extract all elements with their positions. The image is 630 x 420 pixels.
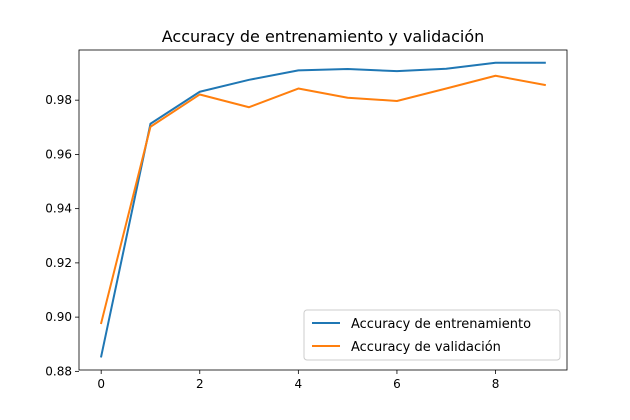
chart-title: Accuracy de entrenamiento y validación [162, 27, 485, 46]
x-tick-label: 4 [295, 377, 303, 391]
legend-box [303, 309, 561, 361]
x-tick-label: 6 [393, 377, 401, 391]
series-line-validacion [99, 74, 546, 325]
y-axis: 0.88 0.90 0.92 0.94 0.96 0.98 [45, 93, 79, 378]
legend-label-validacion: Accuracy de validación [351, 340, 501, 355]
series-line-entrenamiento [99, 61, 546, 358]
x-tick-label: 2 [196, 377, 204, 391]
y-tick-label: 0.94 [45, 202, 72, 216]
y-tick-label: 0.96 [45, 147, 72, 161]
legend: Accuracy de entrenamiento Accuracy de va… [303, 309, 561, 361]
legend-label-entrenamiento: Accuracy de entrenamiento [351, 317, 531, 332]
y-tick-label: 0.98 [45, 93, 72, 107]
x-tick-label: 8 [492, 377, 500, 391]
y-tick-label: 0.90 [45, 310, 72, 324]
x-axis: 0 2 4 6 8 [97, 370, 499, 391]
x-tick-label: 0 [97, 377, 105, 391]
series-lines [99, 61, 546, 358]
y-tick-label: 0.92 [45, 256, 72, 270]
y-tick-label: 0.88 [45, 364, 72, 378]
